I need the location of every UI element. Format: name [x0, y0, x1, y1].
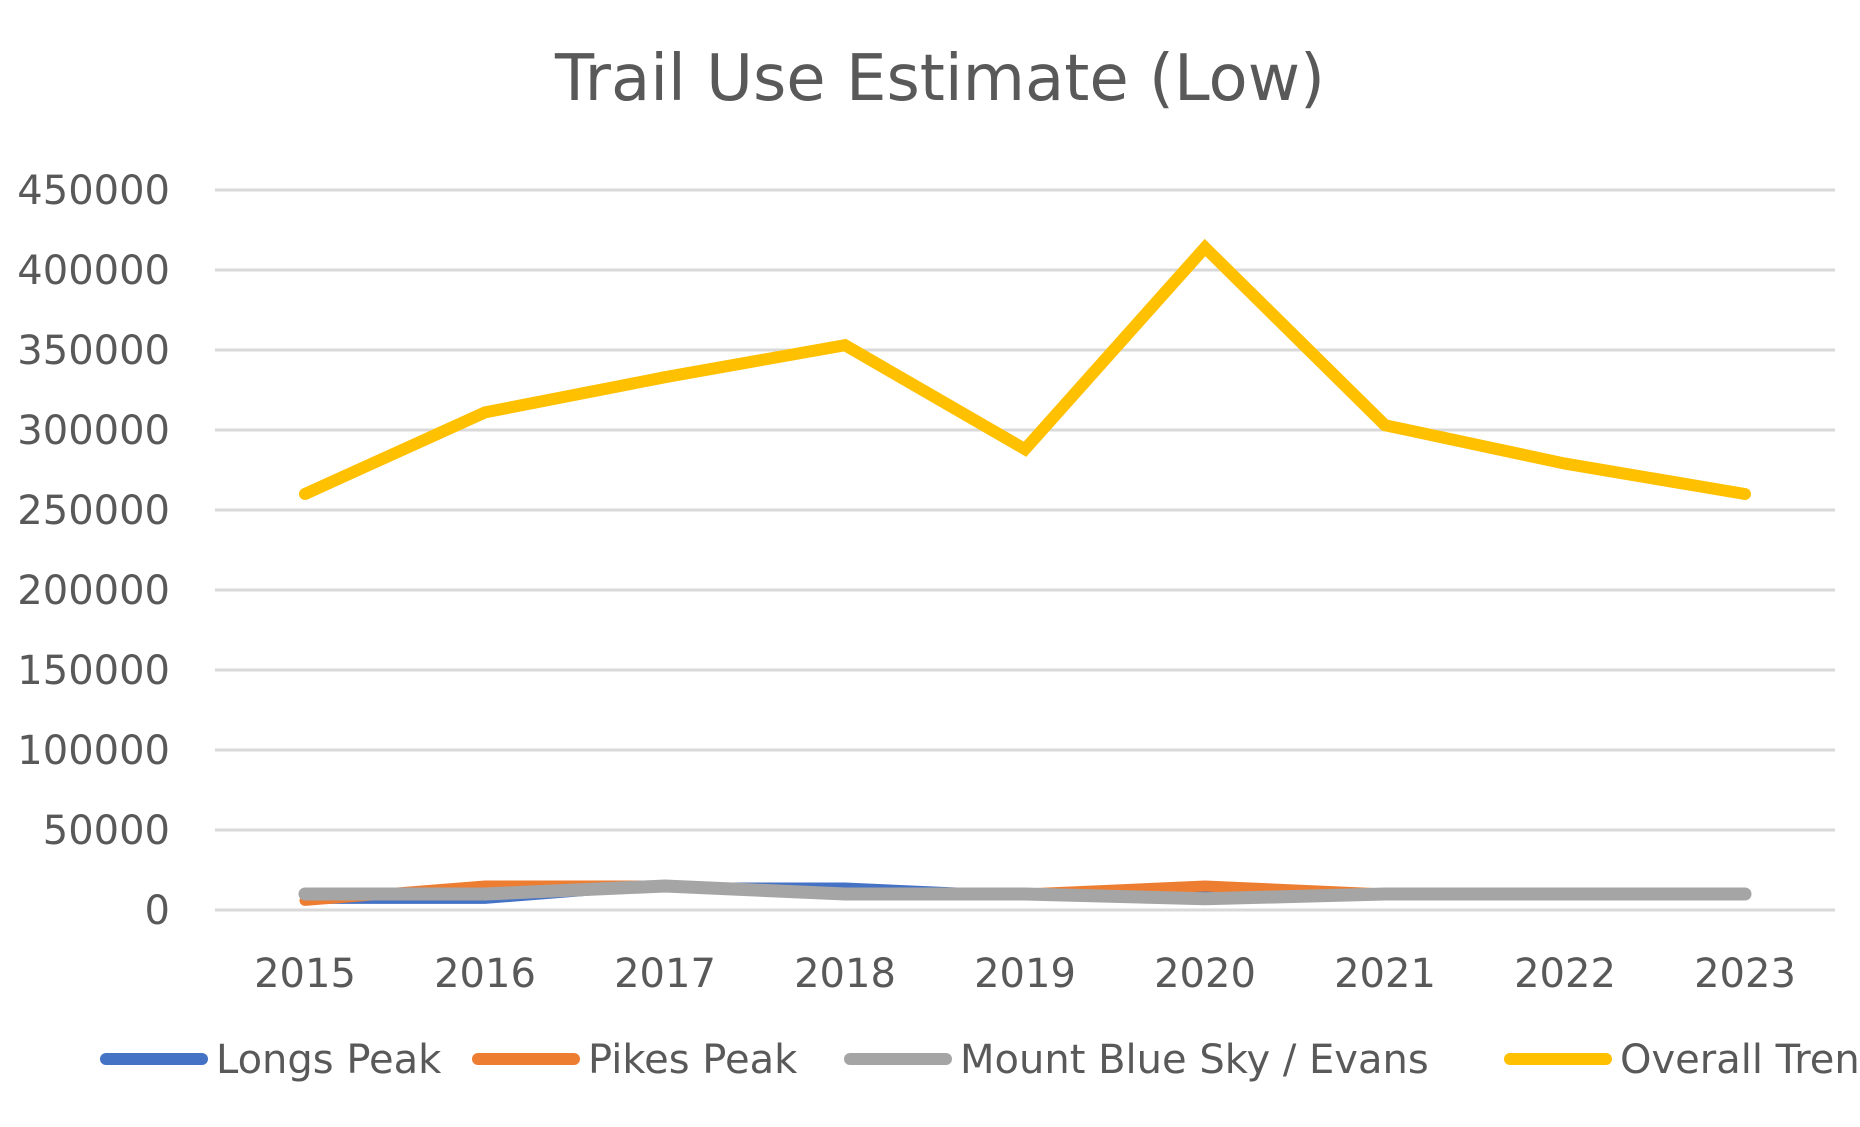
legend-label-mount-blue-sky-evans: Mount Blue Sky / Evans: [960, 1037, 1429, 1083]
legend-label-longs-peak: Longs Peak: [216, 1037, 442, 1083]
x-tick-label: 2020: [1154, 951, 1256, 997]
y-tick-label: 100000: [17, 728, 170, 774]
y-tick-label: 150000: [17, 648, 170, 694]
series-lines: [298, 238, 1752, 906]
series-line-mount-blue-sky-evans: [298, 879, 1752, 906]
y-tick-label: 200000: [17, 568, 170, 614]
x-tick-label: 2017: [614, 951, 716, 997]
series-line-overall-trend: [299, 238, 1751, 500]
x-tick-label: 2021: [1334, 951, 1436, 997]
chart-title: Trail Use Estimate (Low): [554, 42, 1325, 116]
x-axis-ticks: 2015 2016 2017 2018 2019 2020 2021 2022 2023: [254, 951, 1796, 997]
y-tick-label: 250000: [17, 488, 170, 534]
y-tick-label: 450000: [17, 168, 170, 214]
x-tick-label: 2018: [794, 951, 896, 997]
legend: Longs Peak Pikes Peak Mount Blue Sky / Eva…: [100, 1037, 1860, 1083]
x-tick-label: 2015: [254, 951, 356, 997]
y-tick-label: 400000: [17, 248, 170, 294]
legend-label-overall-trend: Overall Trend: [1620, 1037, 1860, 1083]
y-tick-label: 0: [145, 888, 170, 934]
y-axis-ticks: 0 50000 100000 150000 200000 250000 300000 3500…: [17, 168, 170, 934]
x-tick-label: 2023: [1694, 951, 1796, 997]
x-tick-label: 2016: [434, 951, 536, 997]
y-tick-label: 300000: [17, 408, 170, 454]
x-tick-label: 2022: [1514, 951, 1616, 997]
y-tick-label: 50000: [43, 808, 170, 854]
x-tick-label: 2019: [974, 951, 1076, 997]
legend-label-pikes-peak: Pikes Peak: [588, 1037, 798, 1083]
y-tick-label: 350000: [17, 328, 170, 374]
gridlines: [215, 188, 1835, 912]
